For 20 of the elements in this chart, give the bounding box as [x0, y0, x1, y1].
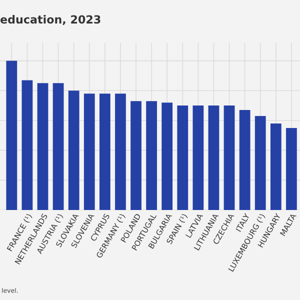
chart-title: education, 2023: [0, 15, 100, 26]
bar: [239, 110, 250, 210]
bar: [146, 101, 157, 210]
bar: [37, 83, 48, 210]
bar: [224, 106, 235, 210]
bar: [115, 94, 126, 210]
bar: [6, 60, 18, 210]
bar: [192, 106, 204, 210]
bar: [99, 94, 110, 210]
bar: [270, 123, 282, 210]
bar: [22, 80, 33, 210]
bar: [130, 101, 142, 210]
bar: [68, 90, 80, 210]
bar: [162, 102, 173, 210]
bar: [286, 128, 297, 210]
bar: [177, 106, 188, 210]
bar: [52, 83, 64, 210]
bar: [254, 116, 266, 210]
bar: [84, 94, 95, 210]
bar: [208, 106, 220, 210]
